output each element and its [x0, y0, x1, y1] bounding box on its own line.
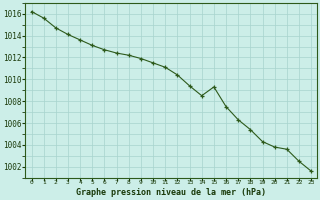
X-axis label: Graphe pression niveau de la mer (hPa): Graphe pression niveau de la mer (hPa) [76, 188, 266, 197]
